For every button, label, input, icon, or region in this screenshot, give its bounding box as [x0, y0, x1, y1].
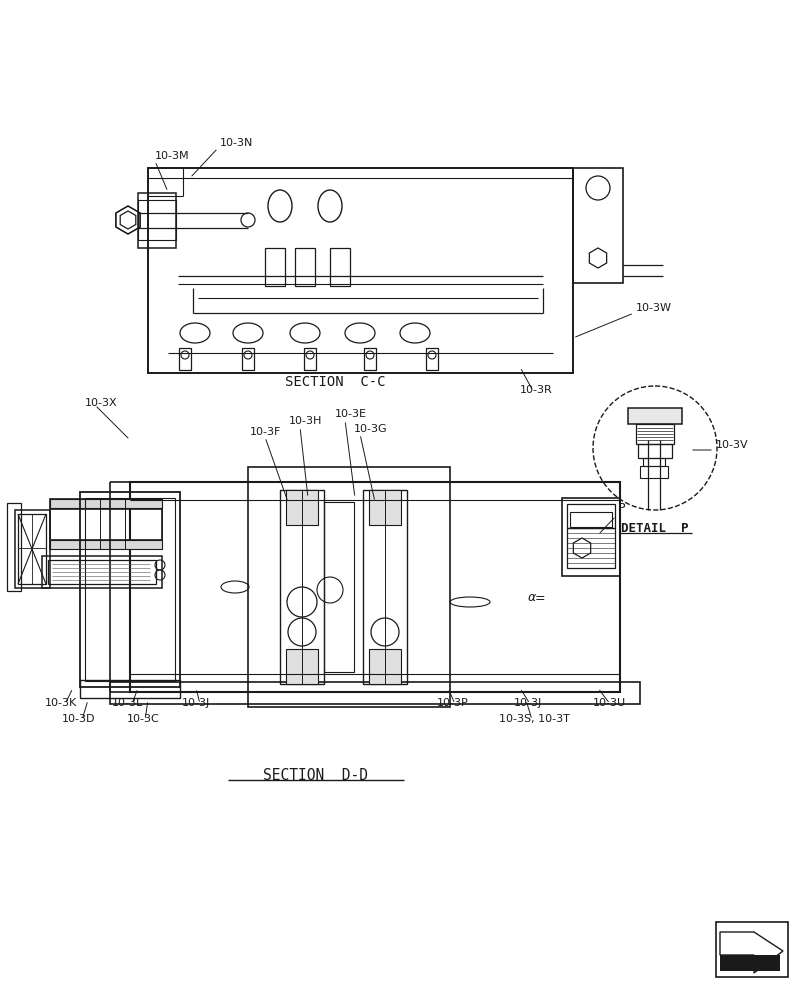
Text: $\alpha$: $\alpha$: [526, 591, 536, 604]
Bar: [635, 424, 673, 444]
Text: 10-3M: 10-3M: [155, 151, 190, 161]
Text: SECTION  D-D: SECTION D-D: [263, 768, 368, 783]
Bar: [179, 348, 191, 370]
Text: P: P: [618, 502, 625, 515]
Text: 10-3H: 10-3H: [288, 416, 322, 426]
Bar: [286, 649, 318, 684]
Text: 10-3P: 10-3P: [437, 698, 468, 708]
Text: 10-3U: 10-3U: [593, 698, 626, 708]
Text: 10-3K: 10-3K: [45, 698, 77, 708]
Bar: [566, 504, 614, 528]
Text: 10-3L: 10-3L: [112, 698, 143, 708]
Bar: [566, 528, 614, 568]
Bar: [369, 649, 401, 684]
Bar: [138, 193, 176, 248]
Text: SECTION  C-C: SECTION C-C: [284, 375, 385, 389]
Bar: [15, 510, 50, 588]
Bar: [247, 467, 450, 707]
Bar: [715, 922, 787, 977]
Bar: [295, 248, 315, 286]
Text: =: =: [534, 592, 545, 605]
Bar: [80, 680, 180, 698]
Bar: [85, 498, 175, 681]
Bar: [719, 955, 779, 971]
Text: 10-3C: 10-3C: [127, 714, 160, 724]
Bar: [362, 490, 406, 684]
Bar: [573, 168, 622, 283]
Text: 10-3V: 10-3V: [715, 440, 748, 450]
Bar: [369, 490, 401, 525]
Bar: [279, 490, 324, 684]
Bar: [42, 556, 161, 588]
Bar: [50, 499, 161, 508]
Bar: [639, 466, 667, 478]
Text: 10-3J: 10-3J: [181, 698, 210, 708]
Bar: [80, 492, 180, 687]
Bar: [561, 498, 619, 576]
Text: 10-3G: 10-3G: [353, 424, 387, 434]
Bar: [138, 200, 176, 240]
Bar: [7, 503, 21, 591]
Bar: [638, 444, 671, 458]
Bar: [48, 560, 156, 584]
Text: 10-3X: 10-3X: [85, 398, 117, 408]
Bar: [242, 348, 254, 370]
Bar: [110, 682, 639, 704]
Text: DETAIL  P: DETAIL P: [621, 522, 688, 535]
Text: 10-3R: 10-3R: [520, 385, 552, 395]
Bar: [50, 499, 161, 549]
Text: 10-3N: 10-3N: [220, 138, 253, 148]
Bar: [50, 509, 161, 539]
Bar: [426, 348, 438, 370]
Text: 10-3D: 10-3D: [62, 714, 96, 724]
Text: 10-3W: 10-3W: [635, 303, 671, 313]
Bar: [569, 512, 611, 527]
Bar: [130, 482, 619, 692]
Text: 10-3J: 10-3J: [513, 698, 541, 708]
Bar: [18, 514, 46, 584]
Bar: [265, 248, 284, 286]
Bar: [324, 502, 353, 672]
Bar: [50, 540, 161, 549]
Bar: [304, 348, 316, 370]
Text: 10-3E: 10-3E: [335, 409, 366, 419]
Text: 10-3F: 10-3F: [250, 427, 281, 437]
Text: 10-3S, 10-3T: 10-3S, 10-3T: [499, 714, 569, 724]
Bar: [148, 168, 573, 373]
Bar: [329, 248, 349, 286]
Bar: [642, 458, 664, 466]
Bar: [627, 408, 681, 424]
Bar: [364, 348, 376, 370]
Bar: [286, 490, 318, 525]
